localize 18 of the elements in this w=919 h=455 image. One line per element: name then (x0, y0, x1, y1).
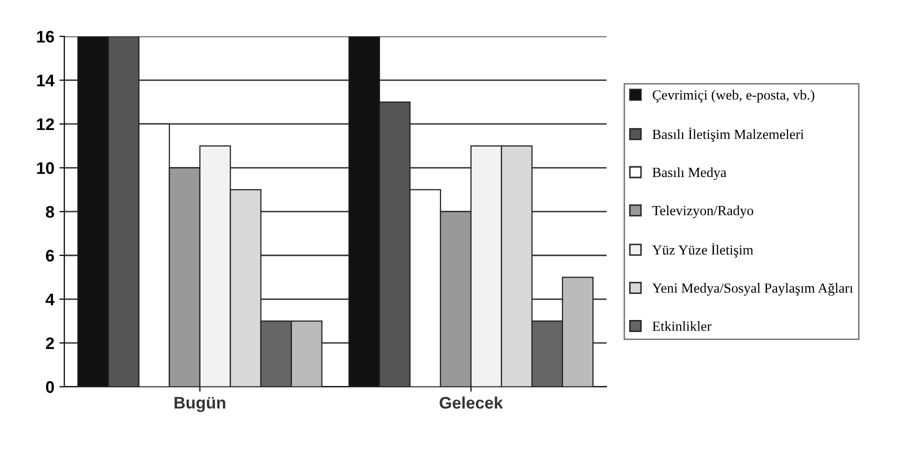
legend-label: Yeni Medya/Sosyal Paylaşım Ağları (652, 283, 853, 296)
y-tick-label: 0 (46, 381, 54, 393)
legend-label: Televizyon/Radyo (652, 206, 754, 218)
y-tick-label: 2 (46, 337, 54, 349)
x-tick-label: Bugün (174, 396, 226, 412)
y-tick-label: 14 (37, 74, 55, 86)
legend-label: Yüz Yüze İletişim (652, 243, 754, 258)
legend-label: Basılı İletişim Malzemeleri (652, 127, 804, 142)
y-tick-label: 6 (46, 250, 54, 262)
legend-label: Basılı Medya (652, 167, 726, 180)
legend-label: Çevrimiçi (web, e-posta, vb.) (652, 90, 814, 102)
y-tick-label: 12 (37, 118, 54, 130)
legend-label: Etkinlikler (652, 321, 712, 331)
y-tick-label: 16 (37, 30, 54, 43)
y-tick-label: 8 (46, 206, 54, 218)
y-tick-label: 10 (37, 162, 54, 174)
x-tick-label: Gelecek (440, 396, 503, 409)
y-tick-label: 4 (46, 294, 55, 306)
